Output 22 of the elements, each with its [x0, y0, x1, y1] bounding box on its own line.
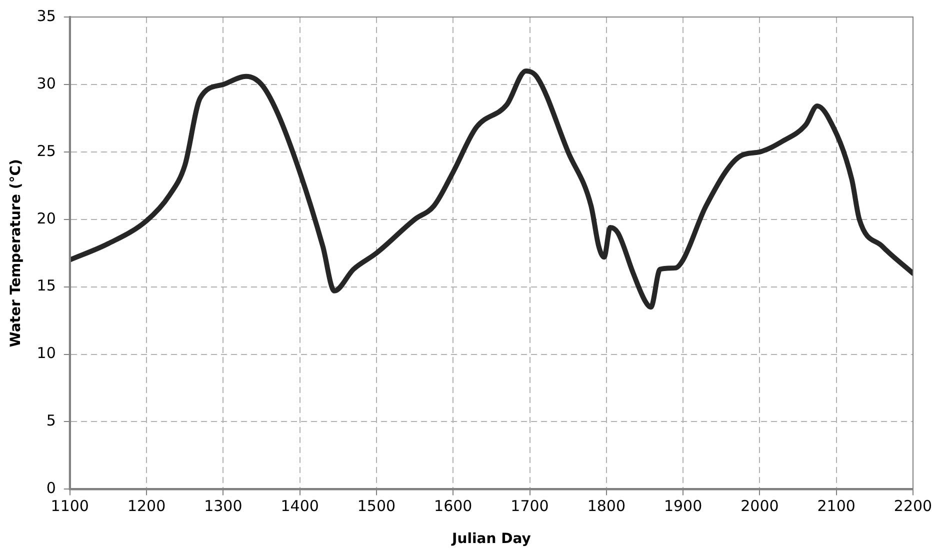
y-tick-label: 10 [36, 344, 56, 362]
x-tick-label: 1600 [434, 497, 472, 516]
y-tick-label: 20 [36, 209, 56, 228]
x-tick-label: 1200 [127, 497, 166, 516]
x-tick-label: 1700 [510, 497, 549, 516]
y-tick-label: 15 [36, 276, 56, 295]
y-tick-label: 35 [36, 6, 56, 25]
x-tick-label: 1800 [587, 497, 626, 516]
y-tick-label: 5 [46, 412, 56, 430]
y-axis-title: Water Temperature (°C) [8, 159, 24, 348]
x-tick-label: 2000 [740, 497, 779, 516]
y-tick-label: 25 [36, 142, 56, 160]
x-tick-label: 1300 [204, 497, 242, 516]
y-tick-label: 0 [46, 479, 56, 498]
x-tick-label: 1400 [280, 497, 319, 516]
x-tick-label: 1900 [664, 497, 702, 516]
x-tick-label: 1100 [50, 497, 89, 516]
x-tick-label: 2200 [894, 497, 932, 516]
x-tick-label: 2100 [817, 497, 856, 516]
y-tick-label: 30 [36, 74, 56, 92]
x-tick-label: 1500 [357, 497, 396, 516]
x-axis-title: Julian Day [451, 531, 531, 548]
